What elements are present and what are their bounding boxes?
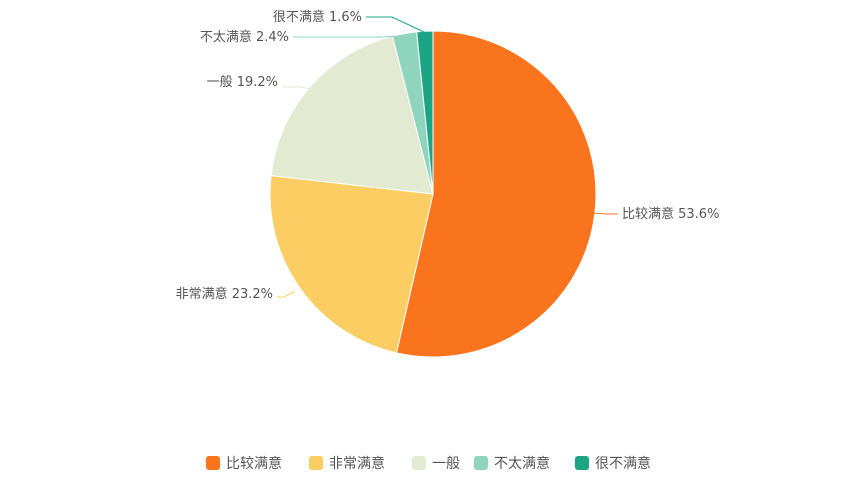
pie-slice-4[interactable] bbox=[416, 30, 434, 195]
legend-item-0[interactable]: 比较满意 bbox=[206, 455, 282, 472]
slice-label-4: 很不满意 1.6% bbox=[273, 9, 362, 25]
legend-item-3[interactable]: 不太满意 bbox=[474, 455, 550, 472]
legend-item-1[interactable]: 非常满意 bbox=[309, 455, 385, 472]
legend-item-2[interactable]: 一般 bbox=[412, 456, 460, 472]
pie-slice-0[interactable] bbox=[395, 30, 597, 358]
legend-label-4: 很不满意 bbox=[595, 455, 651, 472]
legend-swatch-1 bbox=[309, 456, 323, 470]
legend-label-0: 比较满意 bbox=[226, 455, 282, 472]
legend: 比较满意 非常满意 一般 不太满意 很不满意 bbox=[206, 455, 651, 472]
slice-label-0: 比较满意 53.6% bbox=[622, 206, 719, 222]
leader-line-4 bbox=[366, 16, 425, 33]
pie-slice-1[interactable] bbox=[269, 175, 434, 354]
legend-swatch-0 bbox=[206, 456, 220, 470]
leader-line-0 bbox=[593, 212, 618, 215]
slice-label-1: 非常满意 23.2% bbox=[176, 286, 273, 302]
legend-label-2: 一般 bbox=[432, 456, 460, 472]
legend-label-1: 非常满意 bbox=[329, 455, 385, 472]
legend-swatch-2 bbox=[412, 456, 426, 470]
leader-line-3 bbox=[293, 35, 407, 38]
legend-item-4[interactable]: 很不满意 bbox=[575, 455, 651, 472]
legend-label-3: 不太满意 bbox=[494, 455, 550, 472]
slice-labels: 比较满意 53.6% 非常满意 23.2% 一般 19.2% 不太满意 2.4%… bbox=[176, 9, 720, 302]
legend-swatch-3 bbox=[474, 456, 488, 470]
leader-line-2 bbox=[282, 86, 313, 90]
slice-label-3: 不太满意 2.4% bbox=[200, 29, 289, 45]
label-leader-lines bbox=[277, 16, 618, 298]
pie-slice-2[interactable] bbox=[270, 35, 434, 195]
legend-swatch-4 bbox=[575, 456, 589, 470]
pie-slices bbox=[269, 30, 597, 358]
slice-label-2: 一般 19.2% bbox=[207, 74, 278, 90]
leader-line-1 bbox=[277, 291, 295, 298]
